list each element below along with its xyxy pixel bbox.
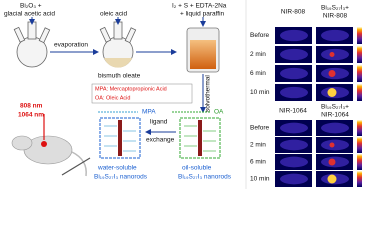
hot-spot — [329, 142, 335, 148]
nanorod-water — [99, 117, 141, 159]
ligand-label: OA — [214, 109, 224, 116]
nanorod-oil — [179, 117, 221, 159]
figure: Bi₂O₃ + glacial acetic acid oleic acid I… — [4, 0, 362, 189]
mouse-silhouette — [280, 48, 308, 61]
mouse-silhouette — [280, 67, 308, 80]
step-label: ligand — [150, 119, 168, 126]
hot-spot — [327, 88, 337, 97]
colorbar — [357, 120, 362, 136]
panel-header: NIR-1064 — [321, 112, 349, 119]
mouse-silhouette — [280, 139, 308, 151]
mouse — [11, 135, 87, 177]
reagent: I₂ + S + EDTA-2Na — [172, 3, 227, 10]
mouse-silhouette — [280, 86, 308, 99]
mouse-silhouette — [280, 173, 308, 185]
panel-header: Bi₁₉S₂₇I₃+ — [321, 104, 349, 111]
colorbar — [357, 46, 362, 63]
colorbar — [357, 154, 362, 170]
product-label: bismuth oleate — [98, 73, 141, 80]
row-label: 2 min — [250, 51, 266, 58]
row-label: 10 min — [250, 89, 270, 96]
panel-header: Bi₁₉S₂₇I₃+ — [321, 5, 349, 12]
row-label: 10 min — [250, 176, 270, 183]
legend-item: MPA: Mercaptopropionic Acid — [95, 86, 167, 92]
mouse-silhouette — [280, 122, 308, 134]
laser-label: 808 nm — [20, 103, 43, 110]
product-label: water-soluble — [97, 165, 137, 172]
hot-spot — [329, 52, 335, 57]
row-label: 6 min — [250, 70, 266, 77]
product-label: oil-soluble — [182, 165, 212, 172]
reagent: glacial acetic acid — [4, 11, 55, 18]
step-label: evaporation — [54, 42, 88, 49]
row-label: 2 min — [250, 142, 266, 149]
flask — [13, 21, 51, 68]
mouse-silhouette — [321, 139, 349, 151]
mouse-silhouette — [321, 29, 349, 42]
panel-header: NIR-808 — [323, 13, 348, 20]
product-label: Bi₁₉S₂₇I₃ nanorods — [178, 174, 232, 181]
colorbar — [357, 84, 362, 101]
mouse-silhouette — [321, 122, 349, 134]
legend-item: OA: Oleic Acid — [95, 95, 130, 101]
row-label: Before — [250, 32, 270, 39]
mouse-silhouette — [280, 29, 308, 42]
hot-spot — [328, 70, 336, 77]
mouse-silhouette — [280, 156, 308, 168]
legend-box — [91, 83, 193, 104]
colorbar — [357, 171, 362, 187]
colorbar — [357, 65, 362, 82]
row-label: Before — [250, 125, 270, 132]
row-label: 6 min — [250, 159, 266, 166]
autoclave — [186, 27, 220, 73]
reagent: + liquid paraffin — [180, 11, 225, 18]
flask — [99, 21, 137, 68]
panel-header: NIR-1064 — [279, 108, 307, 115]
mouse-silhouette — [321, 48, 349, 61]
reagent: oleic acid — [100, 11, 127, 18]
step-label: solvothermal — [205, 75, 212, 112]
syringe — [61, 157, 91, 176]
product-label: Bi₁₉S₂₇I₃ nanorods — [94, 174, 148, 181]
reagent: Bi₂O₃ + — [20, 3, 42, 10]
panel-header: NIR-808 — [281, 9, 306, 16]
step-label: exchange — [146, 137, 175, 144]
colorbar — [357, 137, 362, 153]
colorbar — [357, 27, 362, 44]
ligand-label: MPA — [142, 109, 156, 116]
laser-label: 1064 nm — [18, 112, 44, 119]
hot-spot — [328, 158, 336, 166]
hot-spot — [327, 174, 337, 184]
